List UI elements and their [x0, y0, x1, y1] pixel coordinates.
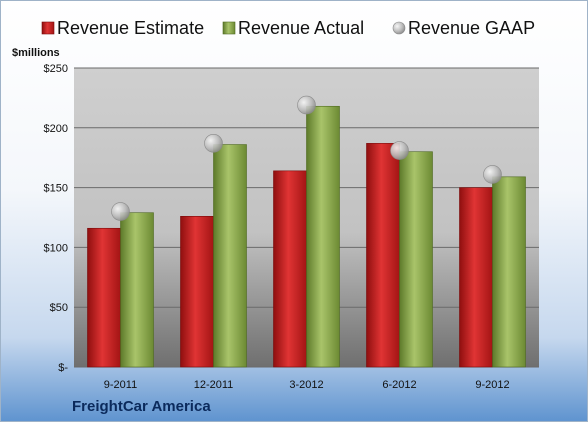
legend-label: Revenue Actual: [238, 18, 364, 38]
y-tick-label: $250: [44, 63, 68, 75]
bar-revenue-actual: [492, 176, 526, 368]
bar-revenue-actual: [120, 212, 154, 368]
x-tick-label: 9-2011: [104, 379, 137, 391]
y-tick-label: $200: [44, 123, 68, 135]
y-tick-label: $150: [44, 183, 68, 195]
marker-revenue-gaap: [297, 95, 316, 115]
x-tick-label: 12-2011: [194, 379, 234, 391]
marker-revenue-gaap: [204, 134, 223, 153]
legend-label: Revenue GAAP: [408, 18, 535, 38]
marker-revenue-gaap: [390, 141, 409, 160]
x-tick-label: 3-2012: [289, 379, 323, 391]
bar-revenue-estimate: [459, 187, 493, 368]
legend-swatch-revenue-gaap: [392, 21, 406, 35]
marker-revenue-gaap: [111, 202, 130, 221]
bar-revenue-estimate: [366, 143, 400, 368]
bar-revenue-estimate: [87, 227, 121, 368]
y-axis-unit-label: $millions: [12, 47, 60, 59]
bar-revenue-actual: [213, 144, 247, 368]
legend-swatch-revenue-actual: [222, 21, 236, 35]
bar-revenue-actual: [399, 151, 433, 368]
bar-revenue-actual: [306, 105, 340, 368]
gaap-markers: [111, 95, 502, 221]
y-axis-ticks: $- $50 $100 $150 $200 $250: [44, 63, 69, 374]
legend-label: Revenue Estimate: [57, 18, 204, 38]
legend-swatch-revenue-estimate: [41, 21, 55, 35]
y-tick-label: $100: [44, 242, 68, 254]
x-axis-ticks: 9-2011 12-2011 3-2012 6-2012 9-2012: [104, 379, 510, 391]
bar-revenue-estimate: [180, 216, 214, 368]
x-tick-label: 6-2012: [382, 379, 416, 391]
bars: [87, 105, 526, 368]
legend: Revenue Estimate Revenue Actual Revenue GA…: [41, 18, 535, 38]
bar-revenue-estimate: [273, 170, 307, 368]
y-tick-label: $50: [50, 302, 68, 314]
x-tick-label: 9-2012: [475, 379, 509, 391]
company-label: FreightCar America: [72, 398, 211, 415]
y-tick-label: $-: [58, 362, 68, 374]
marker-revenue-gaap: [483, 165, 502, 184]
